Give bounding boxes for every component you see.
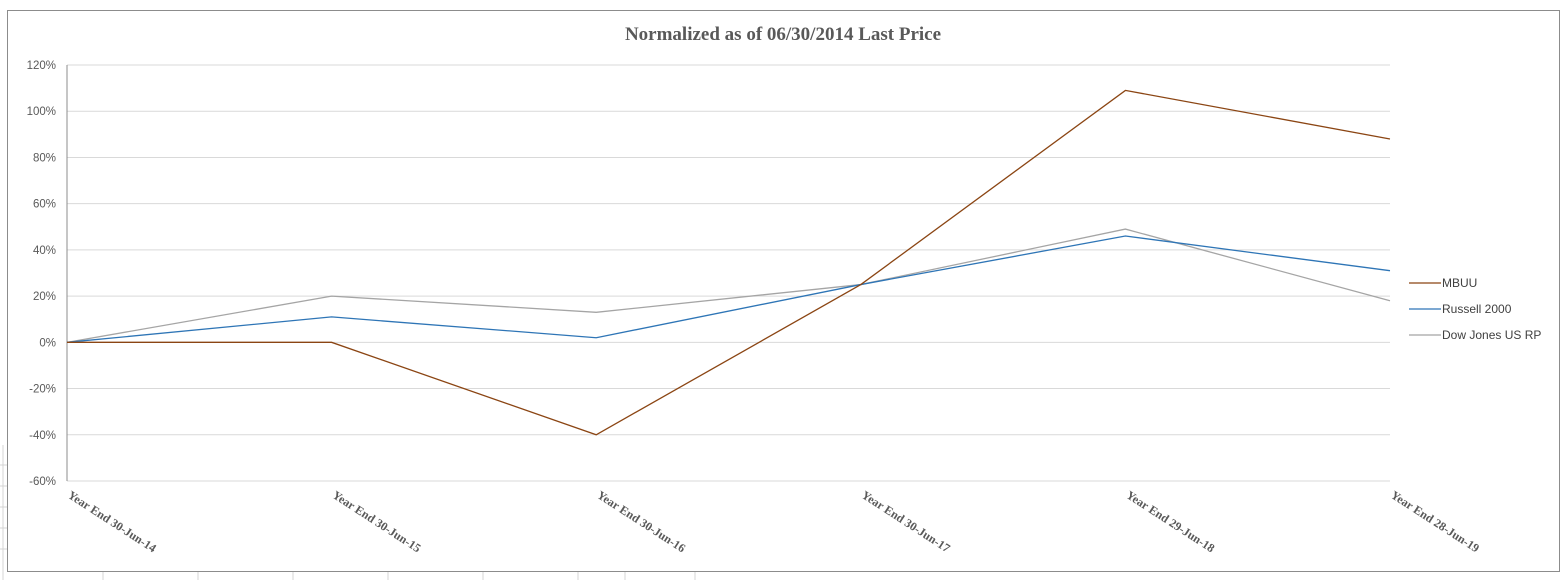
- gridlines: [67, 64, 1390, 482]
- x-axis-tick-label: Year End 30-Jun-14: [65, 488, 159, 556]
- y-axis-tick-label: 0%: [39, 337, 56, 349]
- y-axis-tick-label: -60%: [29, 476, 56, 488]
- series-line-dow-jones-us-rp[interactable]: [66, 228, 1391, 343]
- legend-label: Dow Jones US RP: [1442, 328, 1541, 342]
- series-line-russell-2000[interactable]: [66, 235, 1391, 343]
- x-axis-tick-label: Year End 30-Jun-15: [330, 488, 424, 556]
- chart-area[interactable]: [7, 10, 1560, 572]
- series-line-mbuu[interactable]: [67, 89, 1391, 436]
- legend-label: MBUU: [1442, 276, 1477, 290]
- x-axis-tick-label: Year End 30-Jun-16: [595, 488, 689, 556]
- legend-label: Russell 2000: [1442, 302, 1512, 316]
- x-axis-tick-label: Year End 29-Jun-18: [1124, 488, 1218, 556]
- y-axis-tick-label: 120%: [27, 60, 56, 72]
- y-axis-tick-label: 100%: [27, 106, 56, 118]
- y-axis-tick-label: -20%: [29, 384, 56, 396]
- chart-title: Normalized as of 06/30/2014 Last Price: [625, 24, 941, 45]
- y-axis-tick-label: 20%: [33, 291, 56, 303]
- y-axis-tick-label: 80%: [33, 152, 56, 164]
- x-axis-tick-label: Year End 28-Jun-19: [1388, 488, 1482, 556]
- y-axis-tick-label: 60%: [33, 199, 56, 211]
- y-axis-tick-label: -40%: [29, 430, 56, 442]
- legend: MBUU Russell 2000 Dow Jones US RP: [1409, 276, 1541, 342]
- y-axis-tick-label: 40%: [33, 245, 56, 257]
- x-axis-tick-label: Year End 30-Jun-17: [859, 488, 953, 556]
